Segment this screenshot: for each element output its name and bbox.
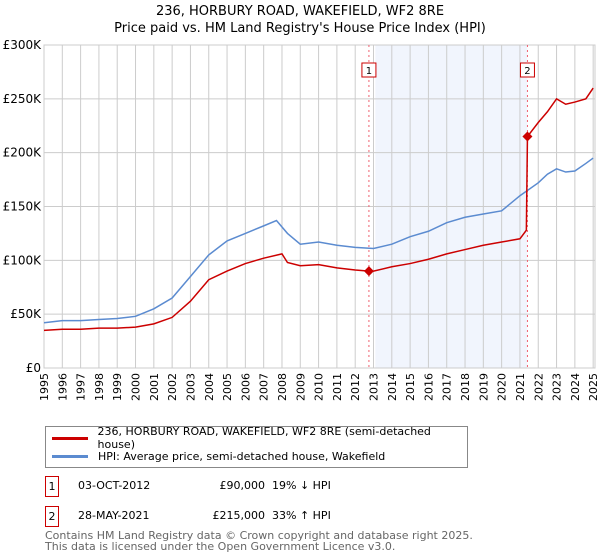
transaction-date: 28-MAY-2021 — [78, 509, 150, 522]
y-tick-label: £250K — [3, 92, 43, 106]
transaction-row: 1 03-OCT-2012 £90,000 19% ↓ HPI — [45, 476, 565, 497]
y-tick-label: £200K — [3, 146, 43, 160]
transaction-badge: 2 — [45, 506, 59, 527]
x-tick-label: 2005 — [221, 373, 234, 401]
x-tick-label: 2000 — [130, 373, 143, 401]
footer-line: This data is licensed under the Open Gov… — [45, 540, 396, 553]
sale-point — [363, 266, 374, 277]
x-tick-label: 2020 — [496, 373, 509, 401]
chart-subtitle: Price paid vs. HM Land Registry's House … — [114, 21, 486, 36]
legend-item-property: 236, HORBURY ROAD, WAKEFIELD, WF2 8RE (s… — [52, 425, 467, 451]
transaction-price: £90,000 — [219, 479, 266, 492]
y-tick-label: £50K — [10, 307, 42, 321]
x-tick-label: 2011 — [331, 373, 344, 401]
sale-marker-badge — [519, 62, 535, 78]
legend: 236, HORBURY ROAD, WAKEFIELD, WF2 8RE (s… — [45, 425, 468, 468]
x-tick-label: 2003 — [184, 373, 197, 401]
series-line — [43, 157, 594, 324]
x-tick-label: 2009 — [294, 373, 307, 401]
legend-item-hpi: HPI: Average price, semi-detached house,… — [52, 448, 385, 464]
transaction-price: £215,000 — [212, 509, 266, 522]
legend-label: HPI: Average price, semi-detached house,… — [98, 449, 386, 463]
sale-marker-label: 1 — [366, 66, 372, 77]
x-tick-label: 2004 — [203, 373, 216, 401]
x-tick-label: 2021 — [514, 373, 527, 401]
x-tick-label: 2016 — [422, 373, 435, 401]
x-tick-label: 2023 — [551, 373, 564, 401]
x-tick-label: 2010 — [313, 373, 326, 401]
x-tick-label: 2007 — [258, 373, 271, 401]
transaction-row: 2 28-MAY-2021 £215,000 33% ↑ HPI — [45, 506, 565, 527]
x-tick-label: 2025 — [587, 373, 600, 401]
legend-label: 236, HORBURY ROAD, WAKEFIELD, WF2 8RE (s… — [97, 425, 431, 451]
x-tick-label: 2002 — [166, 373, 179, 401]
line-chart: 1995 1996 1997 1998 1999 2000 2001 2002 2003 2004… — [3, 38, 600, 401]
x-tick-label: 2008 — [276, 373, 289, 401]
legend-swatch-red — [52, 436, 88, 440]
x-tick-label: 2001 — [148, 373, 161, 401]
sale-point — [522, 131, 533, 142]
x-tick-label: 2018 — [459, 373, 472, 401]
x-tick-label: 2017 — [441, 373, 454, 401]
y-tick-label: £100K — [3, 253, 43, 267]
x-tick-label: 2012 — [349, 373, 362, 401]
y-tick-label: £0 — [26, 361, 41, 375]
x-tick-label: 2022 — [532, 373, 545, 401]
legend-swatch-blue — [52, 454, 88, 458]
x-tick-label: 2014 — [386, 373, 399, 401]
sale-marker-label: 2 — [524, 66, 530, 77]
series-line — [43, 87, 594, 332]
x-tick-label: 2019 — [477, 373, 490, 401]
transaction-badge: 1 — [45, 476, 59, 497]
x-tick-label: 1996 — [56, 373, 69, 401]
x-tick-label: 1998 — [93, 373, 106, 401]
y-tick-label: £300K — [3, 38, 43, 52]
footer: Contains HM Land Registry data © Crown c… — [45, 530, 473, 552]
x-tick-label: 2006 — [239, 373, 252, 401]
transaction-hpi: 19% ↓ HPI — [272, 479, 331, 492]
footer-line: Contains HM Land Registry data © Crown c… — [45, 529, 473, 542]
chart-title: 236, HORBURY ROAD, WAKEFIELD, WF2 8RE — [155, 4, 445, 19]
x-tick-label: 2015 — [404, 373, 417, 401]
y-tick-label: £150K — [3, 200, 43, 214]
x-tick-label: 1997 — [75, 373, 88, 401]
x-tick-label: 1995 — [38, 373, 51, 401]
x-tick-label: 2024 — [569, 373, 582, 401]
sale-marker-badge — [361, 62, 377, 78]
transaction-hpi: 33% ↑ HPI — [272, 509, 331, 522]
transaction-date: 03-OCT-2012 — [78, 479, 151, 492]
x-tick-label: 1999 — [111, 373, 124, 401]
x-tick-label: 2013 — [368, 373, 381, 401]
